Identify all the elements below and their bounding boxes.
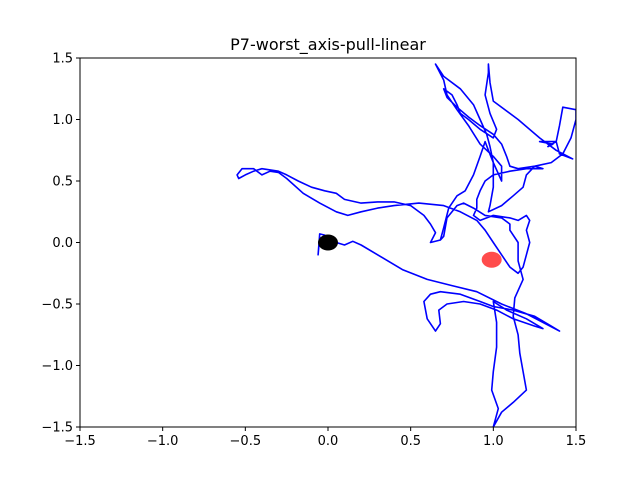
marker-1 xyxy=(481,251,502,268)
y-tick-label: 1.5 xyxy=(52,52,73,67)
y-tick-label: 0.5 xyxy=(52,175,73,190)
marker-0 xyxy=(318,234,338,251)
x-tick-label: 1.0 xyxy=(483,434,504,449)
y-tick-label: −1.5 xyxy=(41,421,73,436)
x-tick-label: 0.0 xyxy=(318,434,339,449)
series-line-0 xyxy=(236,63,576,427)
x-tick-label: −1.0 xyxy=(147,434,179,449)
x-tick-label: 1.5 xyxy=(566,434,587,449)
chart-title: P7-worst_axis-pull-linear xyxy=(230,35,426,55)
y-tick-label: 0.0 xyxy=(52,236,73,251)
x-tick-label: 0.5 xyxy=(400,434,421,449)
y-tick-label: −0.5 xyxy=(41,298,73,313)
plot-area xyxy=(236,63,576,427)
x-tick-label: −1.5 xyxy=(64,434,96,449)
axes: −1.5 −1.0 −0.5 0.0 0.5 1.0 1.5 −1.5 −1.0 −0.5 0.0 0… xyxy=(41,52,586,450)
y-tick-label: −1.0 xyxy=(41,359,73,374)
y-tick-label: 1.0 xyxy=(52,113,73,128)
x-tick-label: −0.5 xyxy=(230,434,262,449)
